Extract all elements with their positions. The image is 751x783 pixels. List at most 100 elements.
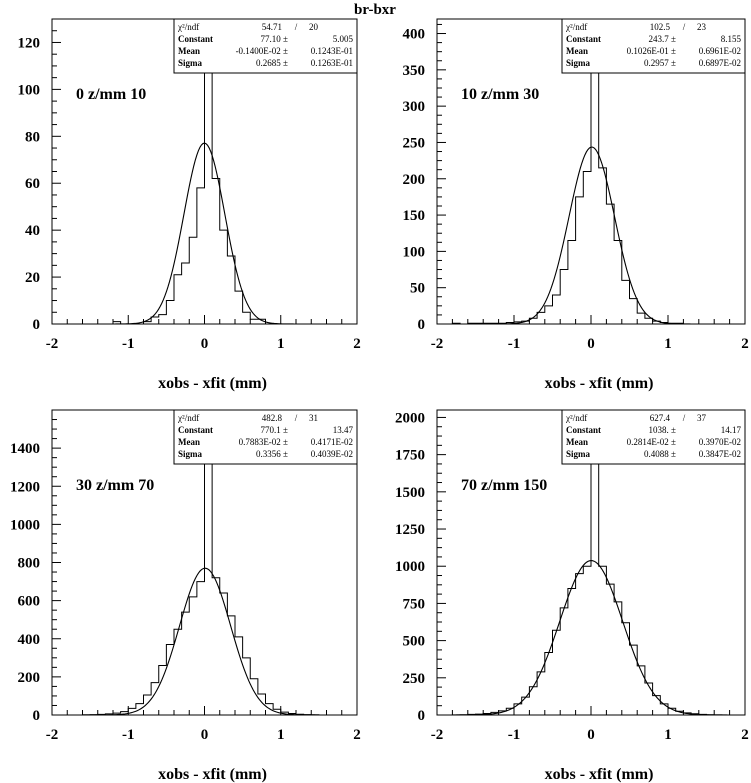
histogram-bin — [645, 683, 653, 715]
histogram-bin — [250, 679, 258, 715]
histogram-bin — [235, 291, 243, 324]
histogram-bin — [197, 188, 205, 324]
stats-row-error: 0.4039E-02 — [311, 449, 353, 459]
stats-row-label: Sigma — [566, 58, 591, 68]
x-tick-label: 1 — [664, 727, 672, 743]
z-range-annotation: 10 z/mm 30 — [461, 86, 539, 103]
histogram-bin — [197, 582, 205, 715]
histogram-bin — [545, 653, 553, 715]
x-tick-label: 0 — [587, 336, 595, 352]
histogram-bin — [630, 299, 638, 324]
x-tick-label: -1 — [122, 727, 135, 743]
histogram-bin — [583, 566, 591, 715]
x-axis-label: xobs - xfit (mm) — [545, 375, 654, 392]
stats-row-value: 77.10 ± — [261, 34, 289, 44]
y-tick-label: 250 — [403, 671, 426, 687]
histogram-bin — [576, 574, 584, 715]
gaussian-fit-curve — [52, 142, 357, 325]
x-tick-label: -1 — [122, 336, 135, 352]
chi2-separator: / — [683, 413, 686, 423]
stats-box-frame — [561, 409, 746, 465]
histogram-bin — [159, 315, 167, 324]
histogram-bin — [243, 312, 251, 324]
chi2-value: 102.5 — [650, 22, 671, 32]
stats-row-error: 8.155 — [721, 34, 742, 44]
histogram-bin — [660, 704, 668, 715]
x-axis-label: xobs - xfit (mm) — [158, 766, 267, 783]
stats-row-error: 0.1263E-01 — [311, 58, 353, 68]
histogram-bin — [553, 630, 561, 715]
ndf-value: 20 — [309, 22, 319, 32]
histogram-bin — [182, 612, 190, 715]
x-tick-label: -2 — [431, 727, 444, 743]
stats-row-value: 0.2957 ± — [644, 58, 676, 68]
x-tick-label: -1 — [508, 727, 521, 743]
y-tick-label: 1500 — [395, 485, 425, 501]
y-tick-label: 0 — [418, 317, 426, 333]
chi2-value: 627.4 — [650, 413, 671, 423]
y-tick-label: 0 — [33, 708, 41, 724]
stats-box-frame — [561, 18, 746, 74]
stats-row-error: 13.47 — [333, 425, 354, 435]
y-tick-label: 0 — [418, 708, 426, 724]
chi2-value: 54.71 — [262, 22, 282, 32]
y-tick-label: 40 — [25, 223, 40, 239]
stats-row-label: Constant — [566, 425, 601, 435]
stats-row-value: 1038. ± — [649, 425, 677, 435]
stats-box-frame — [173, 409, 358, 465]
y-tick-label: 250 — [403, 135, 426, 151]
y-tick-label: 400 — [403, 27, 426, 43]
stats-box-frame — [173, 18, 358, 74]
x-axis-label: xobs - xfit (mm) — [158, 375, 267, 392]
y-tick-label: 750 — [403, 596, 426, 612]
stats-row-error: 0.4171E-02 — [311, 437, 353, 447]
histogram-bin — [637, 666, 645, 715]
y-tick-label: 500 — [403, 634, 426, 650]
histogram-bin — [227, 256, 235, 324]
stats-row-label: Sigma — [178, 58, 203, 68]
stats-row-value: 0.2685 ± — [256, 58, 288, 68]
fit-stats-box: χ²/ndf 627.4 / 37 Constant 1038. ± 14.17 Mean 0.… — [561, 409, 746, 465]
x-tick-label: 1 — [277, 727, 285, 743]
x-tick-label: -1 — [508, 336, 521, 352]
histogram-bin — [560, 270, 568, 324]
histogram-bin — [606, 584, 614, 715]
y-tick-label: 1000 — [10, 517, 40, 533]
y-tick-label: 120 — [18, 35, 41, 51]
histogram-bin — [637, 313, 645, 324]
y-tick-label: 1250 — [395, 522, 425, 538]
y-tick-label: 800 — [18, 556, 41, 572]
fit-stats-box: χ²/ndf 54.71 / 20 Constant 77.10 ± 5.005 Mean -0… — [173, 18, 358, 74]
x-tick-label: 1 — [277, 336, 285, 352]
stats-row-label: Mean — [178, 437, 200, 447]
stats-row-error: 5.005 — [333, 34, 354, 44]
stats-row-label: Mean — [566, 46, 588, 56]
stats-row-error: 14.17 — [721, 425, 742, 435]
chi2-separator: / — [295, 22, 298, 32]
histogram-outline — [52, 447, 357, 716]
histogram-panel-4: -2 -1 0 1 2 0 250 500 750 1000 1250 1500 1750 2000 χ²/… — [395, 409, 749, 783]
histogram-panel-2: -2 -1 0 1 2 0 50 100 150 200 250 300 350 400 χ²/ndf 102… — [403, 18, 749, 392]
fit-stats-box: χ²/ndf 102.5 / 23 Constant 243.7 ± 8.155 Mean 0.… — [561, 18, 746, 74]
stats-row-error: 0.1243E-01 — [311, 46, 353, 56]
histogram-bin — [144, 695, 152, 715]
ndf-value: 37 — [697, 413, 707, 423]
ndf-value: 31 — [309, 413, 318, 423]
x-tick-label: -2 — [431, 336, 444, 352]
histogram-bin — [606, 204, 614, 324]
histogram-bin — [151, 683, 159, 715]
histogram-bin — [182, 263, 190, 324]
chi2-separator: / — [683, 22, 686, 32]
z-range-annotation: 30 z/mm 70 — [76, 477, 154, 494]
stats-row-label: Mean — [566, 437, 588, 447]
x-tick-label: 2 — [353, 336, 361, 352]
histogram-bin — [645, 318, 653, 324]
stats-row-value: -0.1400E-02 ± — [236, 46, 288, 56]
stats-row-value: 0.4088 ± — [644, 449, 676, 459]
chi2-separator: / — [295, 413, 298, 423]
y-tick-label: 0 — [33, 317, 41, 333]
stats-row-value: 0.1026E-01 ± — [627, 46, 676, 56]
histogram-bin — [614, 602, 622, 715]
y-tick-label: 1000 — [395, 559, 425, 575]
y-tick-label: 100 — [18, 82, 41, 98]
